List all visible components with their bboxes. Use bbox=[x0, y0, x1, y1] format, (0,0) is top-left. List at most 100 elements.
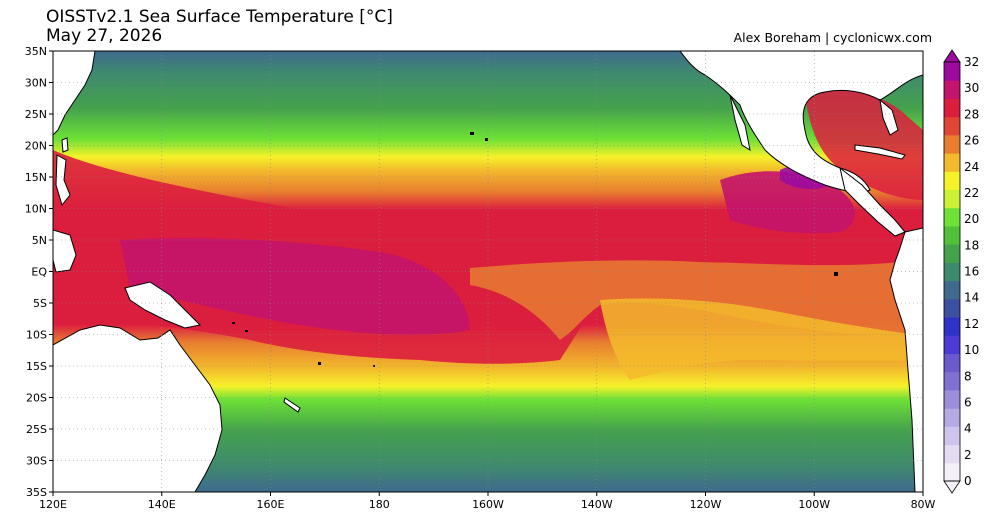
colorbar-tick-label: 10 bbox=[964, 343, 979, 357]
land-central-america bbox=[839, 166, 906, 237]
land-new-guinea bbox=[124, 281, 202, 329]
colorbar-swatch bbox=[944, 389, 960, 409]
lat-label: 30S bbox=[26, 455, 47, 468]
lon-label: 160W bbox=[472, 498, 504, 511]
land-philippines bbox=[55, 154, 71, 207]
land-baja bbox=[729, 94, 751, 152]
lat-label: 15S bbox=[26, 360, 47, 373]
colorbar-swatch bbox=[944, 317, 960, 336]
land-taiwan bbox=[61, 137, 69, 153]
colorbar-tick-label: 22 bbox=[964, 186, 979, 200]
hot-core-west bbox=[120, 238, 470, 335]
colorbar-tick-label: 12 bbox=[964, 317, 979, 331]
colorbar-tick-label: 0 bbox=[964, 474, 972, 488]
lat-label: 10S bbox=[26, 329, 47, 342]
lat-label: 15N bbox=[25, 171, 47, 184]
colorbar-swatch bbox=[944, 244, 960, 263]
peak-core-east bbox=[780, 165, 830, 190]
colorbar-swatch bbox=[944, 408, 960, 427]
lat-label: 20S bbox=[26, 392, 47, 405]
colorbar-tick-label: 6 bbox=[964, 395, 972, 409]
lat-label: 10N bbox=[25, 203, 47, 216]
colorbar-tick-label: 2 bbox=[964, 448, 972, 462]
colorbar-swatch bbox=[944, 116, 960, 136]
colorbar-extend-max bbox=[943, 49, 961, 63]
colorbar-swatch bbox=[944, 262, 960, 282]
land-cuba bbox=[854, 144, 906, 160]
lon-label: 140W bbox=[581, 498, 613, 511]
island-galapagos bbox=[834, 272, 838, 276]
colorbar-extend-min bbox=[943, 480, 961, 494]
colorbar-tick-label: 16 bbox=[964, 265, 979, 279]
colorbar-swatch bbox=[944, 462, 960, 482]
lat-label: EQ bbox=[31, 266, 47, 279]
colorbar-swatch bbox=[944, 171, 960, 191]
colorbar-tick-label: 14 bbox=[964, 291, 979, 305]
colorbar-swatch bbox=[944, 207, 960, 227]
colorbar-swatch bbox=[944, 353, 960, 373]
colorbar-tick-label: 20 bbox=[964, 212, 979, 226]
colorbar-tick-label: 30 bbox=[964, 81, 979, 95]
latitude-axis: 35N 30N 25N 20N 15N 10N 5N EQ 5S 10S 15S 20S 25S 30S 3… bbox=[25, 45, 53, 499]
colorbar-swatch bbox=[944, 134, 960, 154]
land-florida bbox=[879, 98, 899, 136]
graticule bbox=[53, 51, 923, 492]
lat-label: 5N bbox=[32, 234, 47, 247]
map-date: May 27, 2026 bbox=[46, 26, 163, 46]
colorbar-swatch bbox=[944, 62, 960, 81]
colorbar bbox=[943, 49, 961, 494]
island-hawaii bbox=[470, 132, 474, 135]
land bbox=[53, 51, 923, 492]
colorbar-tick-label: 8 bbox=[964, 369, 972, 383]
lat-label: 35N bbox=[25, 45, 47, 58]
island-solomon bbox=[232, 322, 235, 324]
colorbar-tick-label: 4 bbox=[964, 422, 972, 436]
lon-label: 100W bbox=[798, 498, 830, 511]
lat-label: 30N bbox=[25, 77, 47, 90]
island-fiji bbox=[318, 362, 321, 365]
map-title: OISSTv2.1 Sea Surface Temperature [°C] bbox=[46, 7, 393, 27]
lat-label: 25N bbox=[25, 108, 47, 121]
colorbar-swatch bbox=[944, 335, 960, 354]
colorbar-swatch bbox=[944, 153, 960, 172]
colorbar-tick-label: 24 bbox=[964, 160, 979, 174]
land-new-caledonia bbox=[283, 397, 301, 413]
lat-label: 35S bbox=[26, 486, 47, 499]
island-solomon-2 bbox=[245, 330, 248, 332]
colorbar-tick-label: 18 bbox=[964, 238, 979, 252]
land-borneo bbox=[53, 229, 77, 273]
lon-label: 120W bbox=[690, 498, 722, 511]
lon-label: 80W bbox=[911, 498, 936, 511]
sst-field bbox=[53, 51, 923, 492]
land-asia bbox=[53, 51, 96, 136]
land-north-america bbox=[679, 51, 923, 193]
colorbar-swatch bbox=[944, 98, 960, 118]
colorbar-swatch bbox=[944, 80, 960, 99]
colorbar-swatch bbox=[944, 426, 960, 446]
lon-label: 120E bbox=[39, 498, 67, 511]
colorbar-swatch bbox=[944, 444, 960, 464]
colorbar-tick-label: 26 bbox=[964, 134, 979, 148]
colorbar-swatch bbox=[944, 371, 960, 391]
land-south-america bbox=[889, 227, 923, 492]
longitude-axis: 120E 140E 160E 180 160W 140W 120W 100W 80W bbox=[39, 492, 936, 511]
colorbar-tick-label: 28 bbox=[964, 107, 979, 121]
cool-water-region bbox=[600, 298, 923, 380]
colorbar-swatch bbox=[944, 298, 960, 318]
colorbar-tick-label: 32 bbox=[964, 55, 979, 69]
colorbar-swatch bbox=[944, 280, 960, 300]
lon-label: 140E bbox=[148, 498, 176, 511]
lon-label: 180 bbox=[369, 498, 390, 511]
lat-label: 25S bbox=[26, 423, 47, 436]
colorbar-swatch bbox=[944, 225, 960, 245]
colorbar-frame bbox=[943, 61, 961, 482]
island-hawaii-big bbox=[485, 138, 488, 141]
lat-label: 20N bbox=[25, 140, 47, 153]
colorbar-swatch bbox=[944, 189, 960, 209]
lat-label: 5S bbox=[33, 297, 47, 310]
land-australia bbox=[53, 324, 223, 492]
map-credit: Alex Boreham | cyclonicwx.com bbox=[733, 30, 932, 45]
lon-label: 160E bbox=[257, 498, 285, 511]
